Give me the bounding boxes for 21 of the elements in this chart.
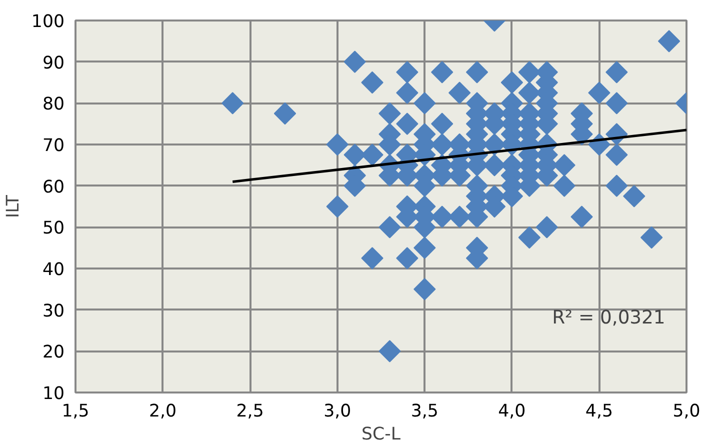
- x-tick-label: 4,0: [498, 402, 526, 422]
- x-tick-label: 2,5: [236, 402, 264, 422]
- y-tick-label: 40: [42, 260, 65, 280]
- x-tick-label: 1,5: [62, 402, 90, 422]
- x-tick-label: 5,0: [672, 402, 700, 422]
- x-tick-label: 3,5: [410, 402, 438, 422]
- y-tick-label: 70: [42, 136, 65, 156]
- x-tick-label: 4,5: [585, 402, 613, 422]
- y-tick-label: 100: [31, 12, 65, 32]
- y-tick-label: 50: [42, 218, 65, 239]
- y-tick-label: 80: [42, 94, 65, 115]
- y-tick-label: 60: [42, 177, 65, 198]
- y-tick-label: 30: [42, 301, 65, 322]
- annotation: R² = 0,0321: [552, 308, 666, 329]
- x-tick-label: 3,0: [324, 402, 352, 422]
- y-tick-label: 90: [42, 53, 65, 74]
- y-axis-title: ILT: [3, 194, 24, 218]
- x-axis-title: SC-L: [361, 424, 401, 444]
- y-tick-label: 10: [42, 384, 65, 404]
- x-tick-label: 2,0: [149, 402, 177, 422]
- y-tick-label: 20: [42, 342, 65, 363]
